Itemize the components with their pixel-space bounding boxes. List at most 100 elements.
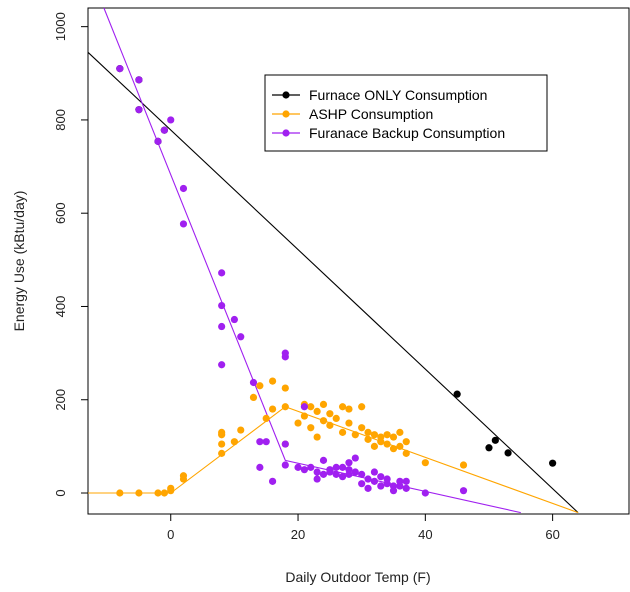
ashp-point: [237, 426, 245, 434]
plot-frame: [87, 7, 630, 515]
furnace-backup-point: [179, 184, 188, 193]
y-tick-label: 800: [53, 109, 68, 131]
furnace-backup-point: [370, 477, 379, 485]
furnace-backup-point: [237, 333, 245, 341]
y-tick-label: 1000: [53, 12, 68, 41]
ashp-point: [338, 403, 347, 411]
y-tick-label: 600: [53, 202, 68, 224]
ashp-point: [160, 489, 168, 497]
furnace-backup-point: [396, 482, 404, 490]
furnace-backup-point: [364, 484, 372, 492]
ashp-point: [338, 428, 347, 436]
ashp-point: [179, 472, 188, 480]
ashp-point: [268, 377, 277, 385]
ashp-point: [313, 433, 321, 441]
ashp-point: [459, 461, 468, 469]
furnace-backup-point: [326, 468, 334, 476]
furnace-backup-point: [281, 440, 289, 448]
furnace-backup-point: [377, 482, 385, 490]
furnace-backup-point: [179, 220, 188, 228]
ashp-point: [116, 489, 124, 497]
furnace-backup-legend-marker: [282, 129, 290, 137]
furnace-only-point: [549, 459, 557, 467]
furnace-backup-point: [281, 353, 289, 361]
x-axis: 0 20 40 60: [167, 514, 560, 542]
furnace-backup-point: [268, 477, 277, 485]
furnace-backup-point: [256, 463, 264, 471]
furnace-backup-point: [218, 361, 226, 369]
furnace-backup-point: [135, 106, 143, 114]
ashp-point: [230, 438, 238, 446]
furnace-backup-point: [338, 463, 347, 471]
ashp-point: [326, 421, 334, 429]
furnace-backup-point: [459, 487, 468, 495]
ashp-point: [294, 419, 302, 427]
furnace-backup-point: [345, 459, 353, 467]
legend-box: [264, 74, 548, 152]
ashp-point: [345, 419, 353, 427]
furnace-backup-point: [351, 454, 359, 462]
furnace-backup-point: [154, 137, 162, 145]
ashp-point: [364, 435, 372, 443]
ashp-point: [402, 449, 410, 457]
furnace-backup-point: [230, 315, 238, 324]
furnace-backup-point: [300, 466, 308, 474]
furnace-backup-point: [383, 475, 391, 483]
furnace-backup-point: [364, 475, 372, 483]
fit-lines: [87, 7, 579, 514]
data-points: [116, 65, 557, 497]
ashp-point: [389, 445, 398, 453]
ashp-point: [396, 442, 404, 450]
furnace-backup-point: [218, 301, 226, 310]
ashp-point: [218, 449, 226, 457]
furnace-backup-point: [262, 438, 270, 446]
ashp-point: [218, 440, 226, 448]
ashp-point: [326, 410, 334, 418]
ashp-point: [319, 400, 328, 409]
furnace-backup-point: [218, 269, 226, 277]
furnace-backup-fit-line: [103, 7, 521, 514]
furnace-only-fit-line: [87, 51, 579, 514]
ashp-point: [300, 412, 308, 420]
y-tick-label: 0: [53, 489, 68, 496]
x-tick-label: 20: [291, 527, 305, 542]
furnace-backup-point: [319, 470, 328, 478]
furnace-backup-point: [313, 475, 321, 483]
furnace-backup-point: [351, 468, 359, 476]
ashp-point: [345, 405, 353, 413]
furnace-backup-point: [338, 473, 347, 481]
furnace-backup-point: [218, 322, 226, 331]
ashp-point: [319, 417, 328, 425]
ashp-legend-marker: [282, 110, 290, 118]
furnace-backup-legend-label: Furanace Backup Consumption: [309, 125, 505, 141]
ashp-point: [135, 489, 143, 497]
furnace-backup-point: [135, 76, 143, 84]
ashp-point: [218, 428, 226, 436]
ashp-point: [358, 403, 366, 411]
furnace-backup-point: [281, 461, 289, 469]
x-tick-label: 0: [167, 527, 174, 542]
ashp-point: [370, 431, 379, 439]
ashp-point: [281, 384, 289, 392]
ashp-legend-label: ASHP Consumption: [309, 106, 433, 122]
ashp-point: [383, 440, 391, 448]
furnace-backup-point: [402, 477, 410, 485]
legend: Furnace ONLY Consumption ASHP Consumption…: [264, 74, 548, 152]
furnace-backup-point: [358, 470, 366, 478]
ashp-point: [358, 424, 366, 432]
furnace-backup-point: [377, 473, 385, 481]
x-tick-label: 60: [545, 527, 559, 542]
ashp-point: [383, 431, 391, 439]
furnace-backup-point: [300, 403, 308, 411]
furnace-backup-point: [332, 470, 340, 478]
ashp-point: [313, 407, 321, 415]
ashp-point: [167, 484, 175, 492]
ashp-point: [268, 405, 277, 413]
y-axis-title: Energy Use (kBtu/day): [11, 191, 27, 332]
furnace-backup-point: [358, 480, 366, 488]
furnace-only-legend-marker: [282, 91, 290, 99]
ashp-point: [364, 428, 372, 436]
furnace-backup-point: [332, 463, 340, 471]
furnace-backup-point: [116, 65, 124, 73]
